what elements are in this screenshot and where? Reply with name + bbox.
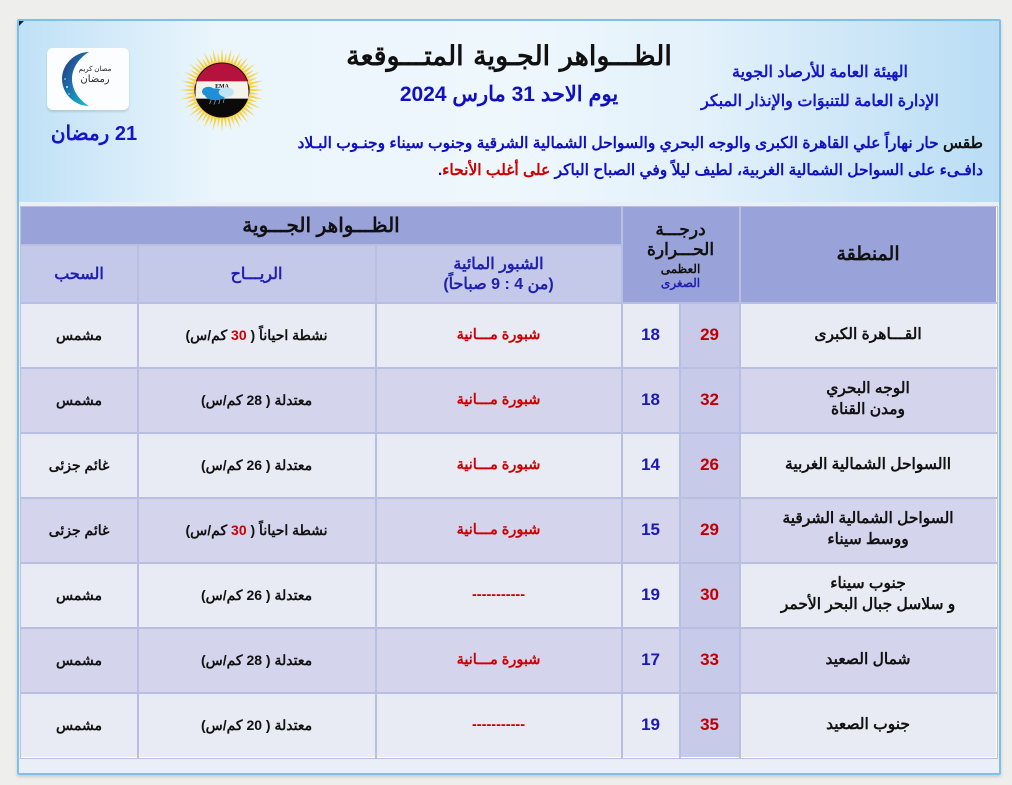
svg-text:رمضان: رمضان (80, 74, 109, 85)
svg-text:مصان كريم: مصان كريم (79, 65, 112, 73)
